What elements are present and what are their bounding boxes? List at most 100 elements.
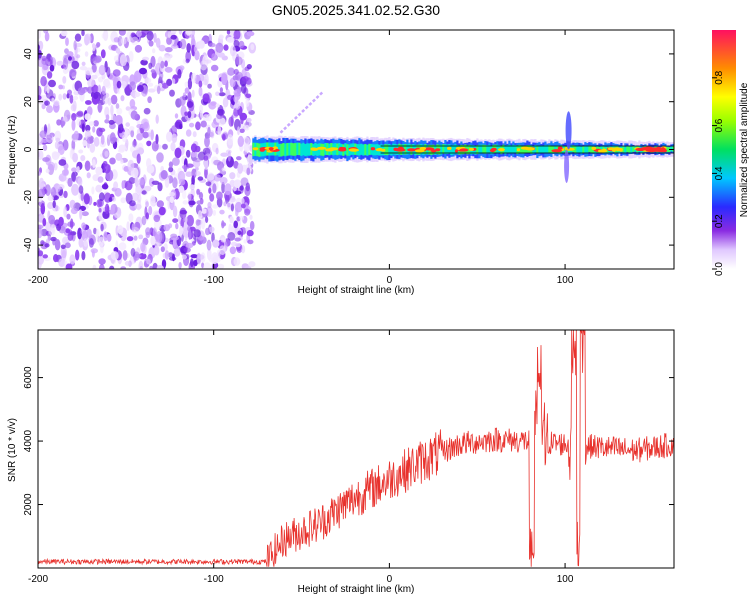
noise-speck xyxy=(215,42,224,53)
noise-speck xyxy=(129,99,136,109)
noise-speck xyxy=(229,172,236,180)
noise-speck xyxy=(125,106,131,111)
x-tick-label: 0 xyxy=(387,574,393,585)
noise-speck xyxy=(42,157,50,162)
noise-speck xyxy=(86,172,91,179)
noise-speck xyxy=(47,123,51,136)
noise-speck xyxy=(197,210,203,220)
noise-speck xyxy=(236,216,241,222)
noise-speck xyxy=(93,93,99,100)
spectrogram-content xyxy=(38,30,674,269)
noise-speck xyxy=(46,238,50,245)
noise-speck xyxy=(213,159,222,166)
noise-speck xyxy=(42,254,48,259)
signal-core xyxy=(606,147,609,154)
noise-speck xyxy=(39,130,47,139)
noise-speck xyxy=(158,71,164,80)
noise-speck xyxy=(204,73,209,86)
noise-speck xyxy=(219,177,228,185)
noise-speck xyxy=(157,182,163,192)
noise-speck xyxy=(38,250,44,257)
noise-speck xyxy=(63,206,68,218)
noise-speck xyxy=(131,36,139,46)
noise-speck xyxy=(182,92,187,98)
noise-speck xyxy=(148,205,153,216)
noise-speck xyxy=(175,222,179,230)
noise-speck xyxy=(160,246,165,253)
noise-speck xyxy=(41,55,47,62)
noise-speck xyxy=(222,134,226,141)
noise-speck xyxy=(48,79,56,88)
noise-speck xyxy=(82,140,88,146)
signal-peak xyxy=(414,149,425,153)
noise-speck xyxy=(120,37,127,45)
noise-speck xyxy=(148,82,154,87)
noise-speck xyxy=(216,191,223,200)
noise-speck xyxy=(202,93,210,102)
noise-speck xyxy=(84,67,93,76)
x-tick-label: 100 xyxy=(557,574,574,585)
x-tick-label: -200 xyxy=(28,275,48,286)
noise-speck xyxy=(136,30,142,38)
noise-speck xyxy=(38,224,44,229)
noise-speck xyxy=(240,83,247,94)
signal-core xyxy=(496,144,499,154)
noise-speck xyxy=(71,119,76,131)
noise-speck xyxy=(95,229,99,241)
noise-speck xyxy=(166,36,172,45)
signal-core xyxy=(308,143,311,156)
noise-speck xyxy=(135,145,140,151)
noise-speck xyxy=(198,40,205,49)
signal-peak xyxy=(652,147,660,151)
noise-speck xyxy=(131,88,136,99)
noise-speck xyxy=(233,160,239,169)
noise-speck xyxy=(45,168,50,174)
noise-speck xyxy=(69,254,76,265)
noise-speck xyxy=(64,242,71,249)
signal-core xyxy=(584,146,587,153)
noise-speck xyxy=(80,190,84,202)
noise-speck xyxy=(113,181,119,190)
noise-speck xyxy=(133,253,142,258)
noise-speck xyxy=(94,70,101,77)
noise-speck xyxy=(95,166,103,176)
noise-speck xyxy=(179,123,183,130)
noise-speck xyxy=(136,133,144,141)
noise-speck xyxy=(134,203,142,210)
signal-core xyxy=(536,145,539,154)
signal-core xyxy=(666,146,669,153)
noise-speck xyxy=(81,211,89,217)
noise-speck xyxy=(83,193,90,205)
noise-speck xyxy=(92,126,96,133)
noise-speck xyxy=(185,58,190,64)
noise-speck xyxy=(233,68,239,75)
noise-speck xyxy=(226,36,235,43)
noise-speck xyxy=(219,245,226,256)
signal-core xyxy=(622,146,625,153)
y-tick-label: 0 xyxy=(23,146,34,152)
noise-speck xyxy=(207,201,212,209)
noise-speck xyxy=(151,180,160,185)
noise-speck xyxy=(86,139,90,149)
y-tick-label: 20 xyxy=(23,96,34,108)
noise-speck xyxy=(80,155,86,162)
noise-speck xyxy=(155,114,159,124)
noise-speck xyxy=(67,89,72,96)
noise-speck xyxy=(224,183,232,196)
noise-speck xyxy=(218,34,224,40)
noise-speck xyxy=(190,254,198,259)
noise-speck xyxy=(149,265,153,269)
noise-speck xyxy=(233,89,241,97)
signal-core xyxy=(442,144,445,154)
noise-speck xyxy=(101,183,109,190)
signal-core xyxy=(630,146,633,153)
noise-speck xyxy=(215,103,220,108)
noise-speck xyxy=(100,134,105,145)
signal-core xyxy=(624,147,627,154)
noise-speck xyxy=(148,177,155,187)
noise-speck xyxy=(170,142,176,152)
noise-speck xyxy=(222,97,229,108)
noise-speck xyxy=(234,201,243,213)
signal-core xyxy=(258,143,261,157)
noise-speck xyxy=(77,177,83,187)
